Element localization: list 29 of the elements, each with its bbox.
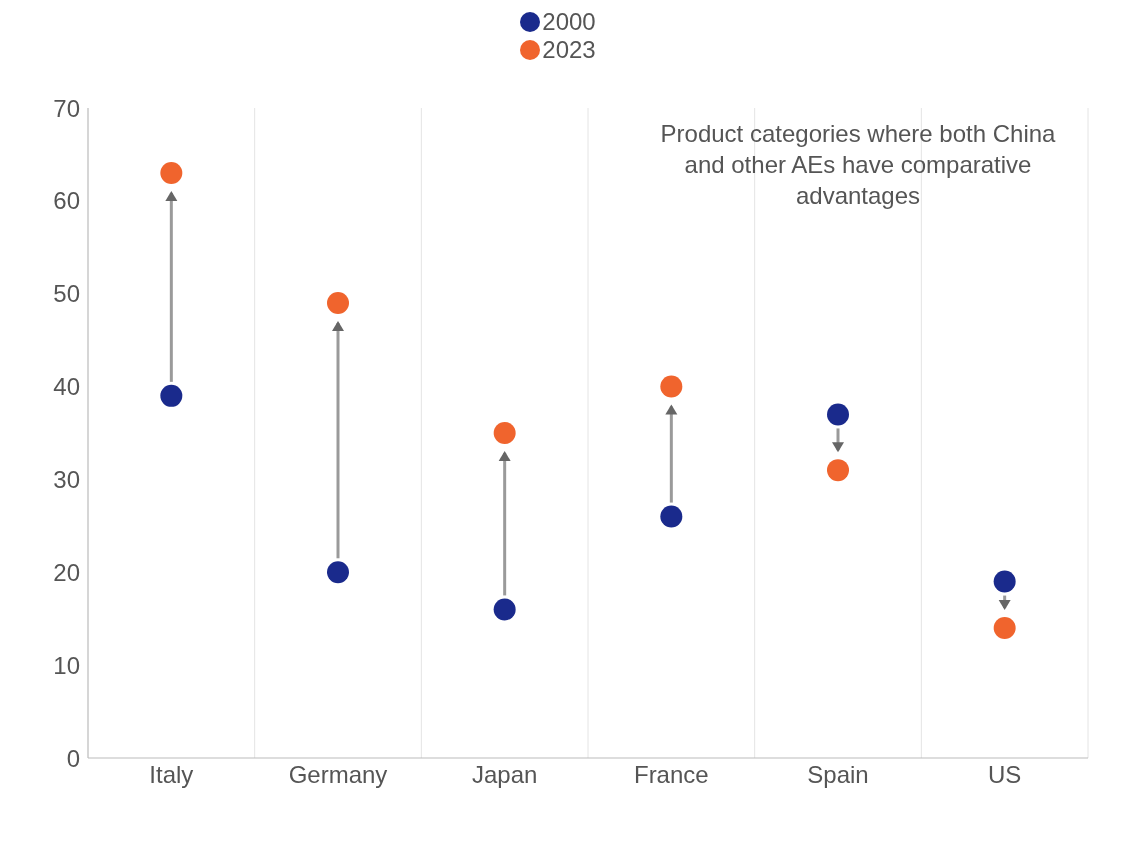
point: [160, 384, 183, 407]
point: [993, 617, 1016, 639]
point: [493, 598, 516, 621]
point: [660, 505, 683, 528]
y-tick-label: 20: [53, 558, 80, 586]
point: [993, 570, 1016, 593]
point: [660, 375, 683, 398]
x-tick-label: France: [633, 761, 709, 789]
point: [160, 162, 183, 184]
y-tick-label: 50: [53, 280, 80, 308]
y-tick-label: 0: [66, 744, 80, 772]
point: [493, 422, 516, 444]
y-tick-label: 30: [53, 465, 80, 493]
legend-label: 2023: [541, 36, 596, 64]
x-tick-label: US: [987, 761, 1022, 789]
y-tick-label: 40: [53, 373, 80, 401]
x-tick-label: Germany: [288, 761, 388, 789]
legend-label: 2000: [541, 8, 596, 36]
y-tick-label: 10: [53, 651, 80, 679]
point: [827, 403, 849, 426]
point: [827, 459, 849, 482]
x-tick-label: Spain: [807, 761, 869, 789]
annotation: Product categories where both China and other AEs have comparative advantages: [659, 119, 1057, 212]
point: [327, 292, 349, 314]
x-tick-label: Japan: [471, 761, 538, 789]
y-tick-label: 60: [53, 187, 80, 215]
y-tick-label: 70: [53, 94, 80, 122]
point: [327, 561, 349, 584]
x-tick-label: Italy: [149, 761, 194, 789]
